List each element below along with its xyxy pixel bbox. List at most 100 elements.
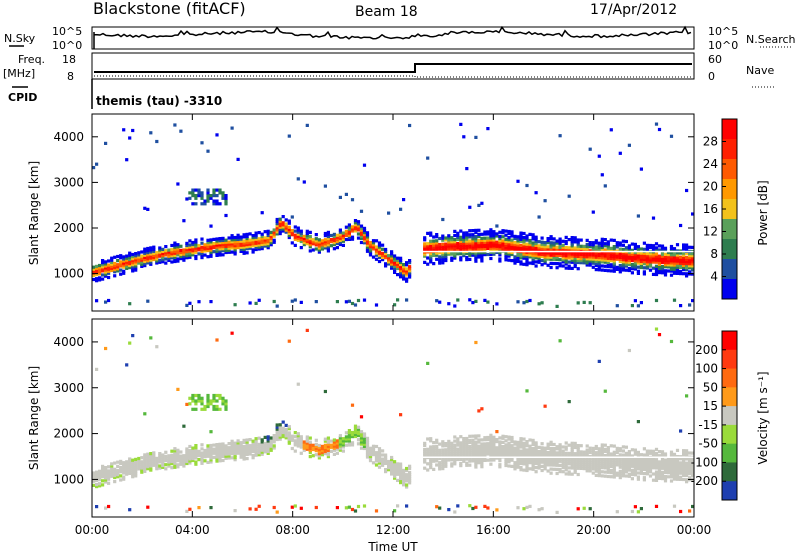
power-cell [567, 264, 571, 268]
power-cell [230, 246, 234, 250]
power-cell [387, 260, 391, 264]
velocity-cell [507, 441, 511, 445]
power-cell [326, 247, 330, 251]
velocity-cell [642, 457, 646, 461]
power-cell [624, 248, 628, 252]
power-cell [104, 266, 108, 270]
velocity-cell [516, 447, 520, 451]
power-cell [651, 266, 656, 270]
power-cell [149, 252, 153, 256]
velocity-cell [305, 441, 309, 445]
velocity-cell [332, 452, 336, 456]
velocity-cell [296, 444, 300, 448]
velocity-cell [591, 450, 595, 455]
power-cell [465, 237, 469, 241]
power-cell [191, 188, 195, 192]
power-cell [302, 243, 306, 247]
velocity-cell [492, 441, 496, 446]
power-cell [164, 249, 168, 253]
velocity-cell [528, 459, 532, 463]
velocity-cell [92, 479, 96, 483]
power-cell [251, 238, 255, 242]
power-cell [549, 265, 553, 270]
power-cell [374, 253, 379, 257]
velocity-cell [146, 467, 150, 471]
power-cell [227, 250, 231, 254]
power-cell [209, 248, 213, 252]
power-cell [636, 269, 640, 273]
power-cell [621, 258, 625, 262]
velocity-cell [585, 458, 589, 463]
power-cell [585, 257, 589, 261]
power-cell [317, 242, 321, 246]
power-cell [405, 277, 409, 281]
power-cell [233, 250, 237, 254]
velocity-cell [248, 446, 252, 450]
velocity-cell [191, 452, 195, 456]
velocity-cell [594, 459, 598, 463]
power-cell [555, 247, 559, 251]
power-cell [588, 255, 592, 259]
power-cell [335, 233, 339, 237]
power-cell [101, 265, 105, 269]
velocity-cell [432, 451, 436, 455]
velocity-cell [293, 431, 297, 435]
velocity-cell [140, 456, 144, 460]
power-cell [200, 253, 204, 258]
power-cell [158, 246, 162, 250]
velocity-cell [477, 444, 481, 448]
power-cell [302, 234, 306, 238]
power-cell [549, 237, 553, 241]
power-cell [149, 246, 153, 250]
power-cell [576, 252, 580, 256]
power-cell [245, 241, 249, 245]
power-cell [146, 299, 150, 303]
power-cell [95, 162, 99, 166]
power-cell [224, 196, 228, 200]
velocity-cell [645, 468, 649, 472]
power-cell [507, 252, 511, 256]
velocity-cell [691, 451, 695, 455]
power-cell [573, 254, 577, 258]
velocity-cell [564, 451, 568, 455]
velocity-cell [248, 452, 252, 456]
velocity-cell [377, 453, 382, 457]
velocity-cell [356, 504, 361, 509]
velocity-cell [633, 460, 637, 464]
velocity-cell [537, 508, 541, 512]
power-cell [269, 234, 273, 239]
power-cell [585, 253, 589, 257]
velocity-cell [203, 453, 207, 457]
velocity-cell [609, 456, 613, 460]
velocity-cell [471, 440, 475, 444]
power-cell [98, 270, 102, 274]
velocity-cell [606, 470, 610, 474]
power-cell [260, 242, 264, 247]
power-cell [230, 126, 234, 130]
velocity-cell [107, 469, 111, 473]
power-cell [377, 251, 382, 255]
power-cell [441, 261, 445, 265]
velocity-cell [552, 442, 556, 447]
velocity-cell [200, 447, 204, 451]
power-cell [691, 258, 695, 262]
power-cell [679, 257, 683, 261]
power-cell [218, 188, 222, 192]
velocity-cell [627, 452, 631, 456]
power-cell [134, 266, 138, 270]
power-cell [365, 249, 370, 253]
power-cell [606, 258, 610, 262]
power-cell [215, 133, 219, 137]
velocity-cell [200, 407, 204, 411]
power-cell [122, 269, 126, 273]
velocity-cell [660, 450, 665, 454]
power-cell [612, 263, 616, 267]
velocity-cell [489, 458, 493, 462]
power-cell [691, 299, 695, 303]
velocity-cell [194, 402, 198, 406]
power-cell [543, 245, 547, 249]
power-cell [561, 239, 565, 243]
power-cell [648, 258, 653, 262]
power-cell [140, 254, 144, 258]
velocity-cell [654, 474, 659, 478]
